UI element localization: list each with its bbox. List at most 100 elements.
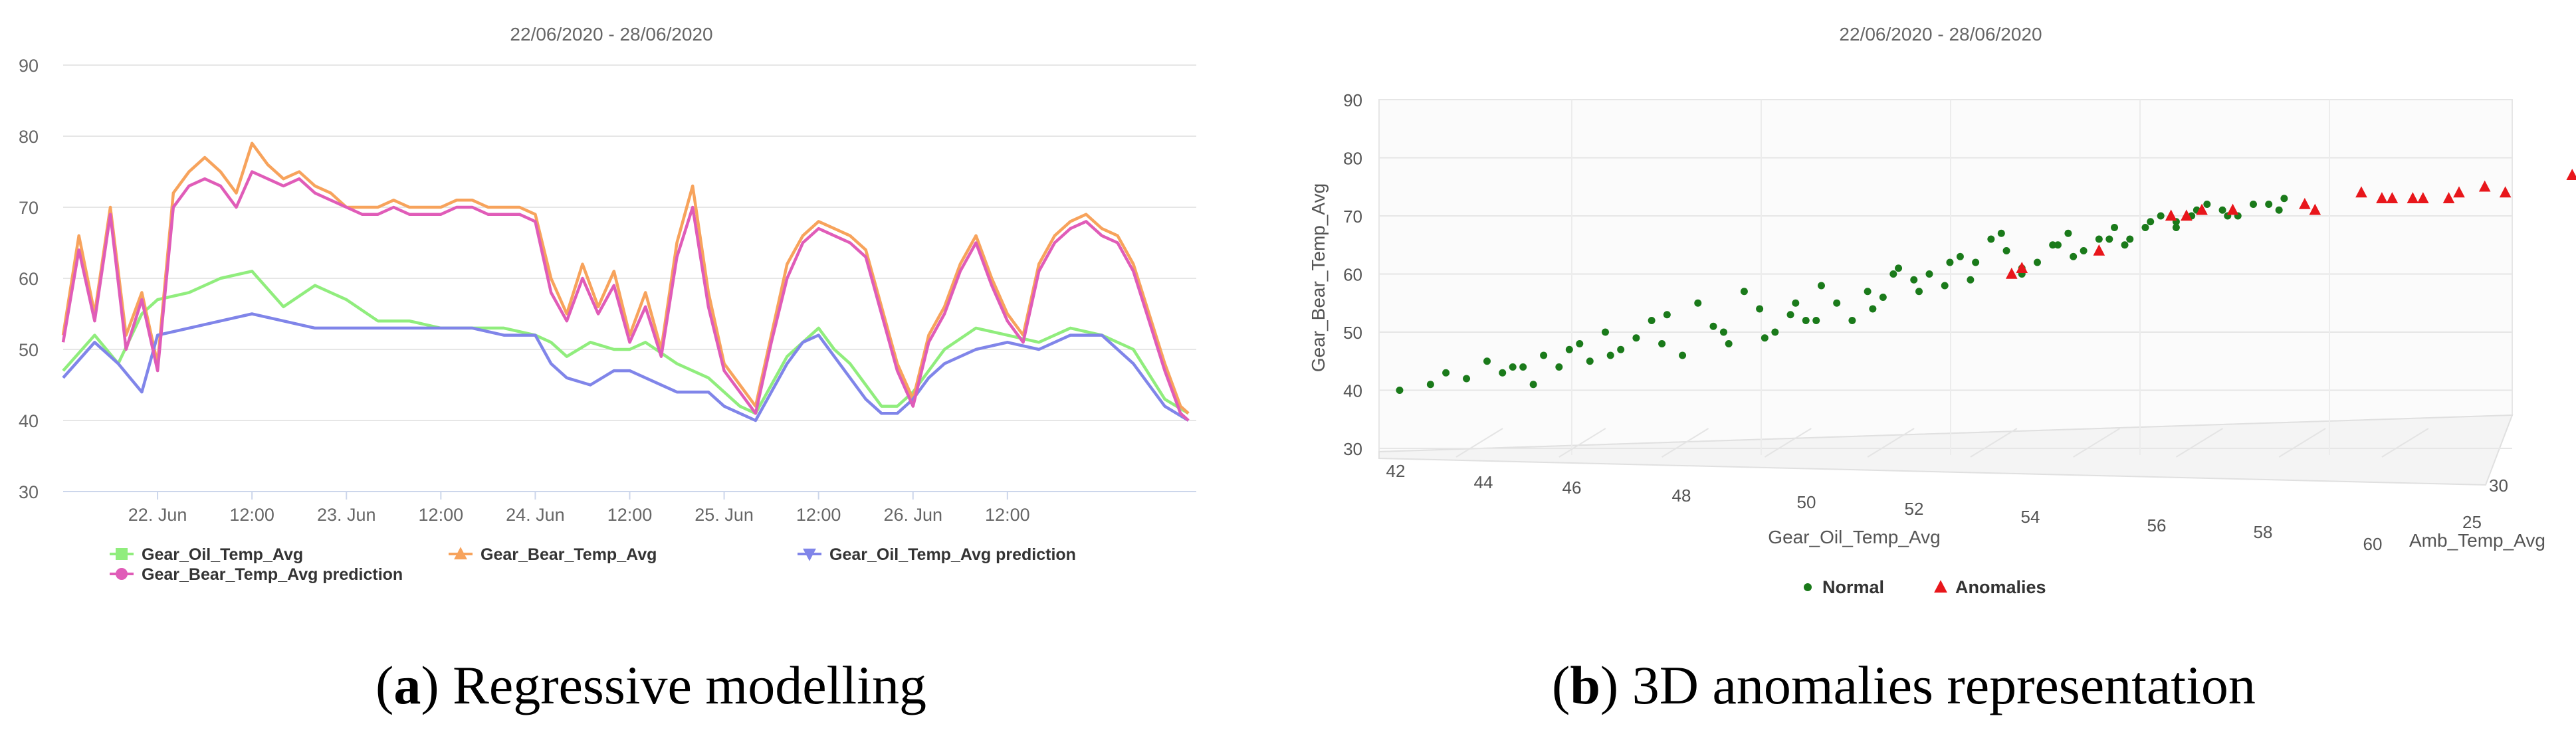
normal-point [1802,317,1810,324]
normal-point [1658,340,1666,347]
caption-b-letter: b [1570,655,1600,715]
y-tick-label: 40 [19,411,39,431]
anomaly-point [2226,203,2239,215]
floor-gridline [2073,428,2121,458]
normal-point [2265,201,2273,208]
normal-point [1915,288,1923,296]
normal-point [1967,276,1975,284]
y-tick-label: 30 [19,482,39,502]
normal-point [1719,328,1727,336]
normal-point [1555,363,1563,371]
anomaly-point [2442,192,2455,203]
x-tick-label: 23. Jun [317,505,376,525]
normal-point [1972,258,1980,266]
normal-point [1895,264,1903,272]
normal-point [1771,328,1779,336]
normal-point [2280,195,2288,203]
series-line [61,141,1190,414]
normal-point [2141,224,2149,231]
x-tick-label: 60 [2363,534,2383,554]
normal-point [1879,294,1887,301]
x-tick-label: 52 [1905,499,1924,519]
z-tick-label: 30 [2489,476,2508,496]
legend-label: Anomalies [1955,577,2046,597]
normal-point [1756,305,1764,313]
normal-point [1946,258,1954,266]
floor-gridline [1867,428,1915,458]
normal-point [1396,387,1404,394]
legend-marker [116,548,128,560]
normal-point [1792,299,1800,307]
y-tick-label: 60 [19,269,39,289]
y-tick-label: 40 [1343,381,1362,401]
y-tick-label: 70 [1343,207,1362,227]
y-tick-label: 80 [1343,149,1362,169]
y-axis-tick-labels: 30 40 50 60 70 80 90 [1343,90,1362,459]
caption-b-text: 3D anomalies representation [1632,655,2256,715]
legend-marker [454,547,467,560]
x-tick-label: 44 [1474,472,1493,492]
y-tick-label: 80 [19,127,39,147]
normal-point [1925,270,1933,278]
normal-point [1463,375,1471,383]
y-tick-label: 90 [1343,90,1362,110]
normal-point [1519,363,1527,371]
normal-point [1848,317,1856,324]
x-tick-label: 46 [1562,478,1582,498]
legend-marker [1804,583,1812,591]
line-chart: 22/06/2020 - 28/06/2020 30 40 50 60 70 80 90 2… [19,24,1196,584]
normal-point [2054,241,2062,249]
anomaly-point [2016,262,2028,273]
x-tick-label: 54 [2021,507,2040,527]
floor-gridline [1970,428,2018,458]
normal-point [1786,311,1794,319]
floor-gridline [2278,428,2326,458]
normal-point [2147,218,2155,226]
legend-label: Gear_Oil_Temp_Avg [142,545,303,564]
anomaly-point [2478,180,2491,192]
normal-point [1509,363,1517,371]
floor-gridline [2175,428,2223,458]
x-tick-label: 42 [1386,461,1406,481]
normal-point [2002,247,2010,254]
back-wall [1378,99,2513,453]
normal-point [2218,206,2226,214]
normal-point [1817,282,1825,290]
normal-point [1483,357,1491,365]
normal-point [2095,235,2103,243]
normal-point [1632,334,1640,342]
normal-point [2049,241,2057,249]
series-line [61,170,1190,422]
series-line [62,312,1190,422]
normal-point [1648,317,1656,324]
y-tick-label: 70 [19,198,39,218]
legend-marker [1934,580,1947,593]
caption-a-text: Regressive modelling [453,655,926,715]
scatter-3d-chart: 22/06/2020 - 28/06/2020 30 40 50 60 70 80 90 4… [1308,24,2576,597]
z-axis-label: Amb_Temp_Avg [2409,530,2545,551]
anomaly-point [2093,244,2105,256]
normal-point [1833,299,1841,307]
x-tick-label: 25. Jun [695,505,754,525]
normal-point [2172,224,2180,231]
anomaly-point [2005,267,2018,279]
y-tick-label: 30 [1343,439,1362,459]
floor-gridline [2381,428,2429,458]
normal-point [2070,252,2078,260]
anomaly-point [2309,203,2321,215]
normal-point [2275,206,2283,214]
legend-label: Normal [1822,577,1884,597]
line-chart-title: 22/06/2020 - 28/06/2020 [510,24,712,45]
x-axis-tick-labels: 22. Jun 12:00 23. Jun 12:00 24. Jun 12:00 25. … [128,492,1030,525]
floor-gridline [1662,428,1709,458]
normal-point [1529,381,1537,389]
z-tick-label: 25 [2462,512,2482,532]
y-tick-label: 60 [1343,265,1362,285]
anomaly-point [2181,209,2193,221]
y-tick-label: 50 [19,340,39,360]
normal-point [1606,351,1614,359]
x-tick-label: 12:00 [419,505,464,525]
anomaly-point [2196,203,2208,215]
normal-point [1941,282,1949,290]
